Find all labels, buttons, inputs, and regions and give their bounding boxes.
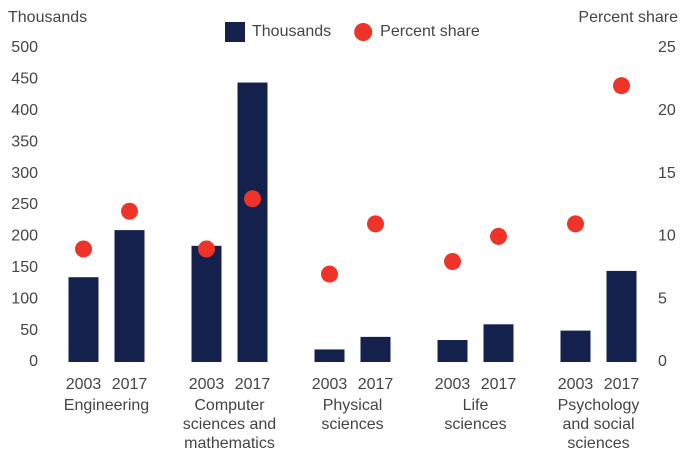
group-label: sciences bbox=[321, 416, 383, 433]
y-tick-label: 100 bbox=[11, 290, 38, 307]
group-label: sciences bbox=[567, 435, 629, 452]
x-tick-label: 2003 bbox=[435, 376, 471, 393]
group-label: Engineering bbox=[64, 397, 149, 414]
x-tick-label: 2017 bbox=[112, 376, 148, 393]
dot bbox=[321, 265, 338, 283]
group-label: mathematics bbox=[184, 435, 275, 452]
x-tick-label: 2003 bbox=[189, 376, 225, 393]
x-tick-label: 2017 bbox=[235, 376, 271, 393]
y-tick-label: 150 bbox=[11, 259, 38, 276]
y2-axis-title: Percent share bbox=[578, 9, 678, 26]
dot bbox=[613, 77, 630, 95]
dot bbox=[490, 227, 507, 245]
x-tick-label: 2003 bbox=[66, 376, 102, 393]
legend-label: Thousands bbox=[252, 23, 331, 40]
y-tick-label: 300 bbox=[11, 165, 38, 182]
legend-swatch bbox=[225, 22, 245, 42]
group-label: sciences and bbox=[183, 416, 276, 433]
y-tick-label: 450 bbox=[11, 71, 38, 88]
group-label: Psychology bbox=[558, 397, 640, 414]
dot bbox=[75, 240, 92, 258]
dot bbox=[198, 240, 215, 258]
y2-tick-label: 25 bbox=[658, 39, 676, 56]
bar bbox=[191, 245, 222, 362]
bar bbox=[314, 349, 345, 362]
dot bbox=[444, 253, 461, 271]
y2-tick-label: 20 bbox=[658, 102, 676, 119]
dot bbox=[244, 190, 261, 208]
y2-tick-label: 5 bbox=[658, 290, 667, 307]
bar bbox=[606, 270, 637, 362]
y-tick-label: 250 bbox=[11, 196, 38, 213]
group-label: Computer bbox=[194, 397, 265, 414]
x-tick-label: 2017 bbox=[481, 376, 517, 393]
dot bbox=[567, 215, 584, 233]
bar bbox=[68, 277, 99, 362]
group-label: and social bbox=[562, 416, 634, 433]
y-tick-label: 200 bbox=[11, 228, 38, 245]
group-label: Physical bbox=[323, 397, 383, 414]
y2-tick-label: 10 bbox=[658, 228, 676, 245]
x-tick-label: 2017 bbox=[604, 376, 640, 393]
dot bbox=[367, 215, 384, 233]
x-tick-label: 2003 bbox=[558, 376, 594, 393]
group-label: sciences bbox=[444, 416, 506, 433]
bar bbox=[237, 82, 268, 362]
x-tick-label: 2017 bbox=[358, 376, 394, 393]
x-tick-label: 2003 bbox=[312, 376, 348, 393]
y-tick-label: 500 bbox=[11, 39, 38, 56]
y2-tick-label: 0 bbox=[658, 353, 667, 370]
legend-label: Percent share bbox=[380, 23, 480, 40]
dot bbox=[121, 202, 138, 220]
group-label: Life bbox=[463, 397, 489, 414]
bar bbox=[483, 324, 514, 362]
bar bbox=[437, 340, 468, 362]
y2-tick-label: 15 bbox=[658, 165, 676, 182]
bar bbox=[560, 330, 591, 362]
y-tick-label: 0 bbox=[29, 353, 38, 370]
y-tick-label: 350 bbox=[11, 133, 38, 150]
y-axis-title: Thousands bbox=[8, 9, 87, 26]
y-tick-label: 400 bbox=[11, 102, 38, 119]
bar bbox=[360, 336, 391, 362]
y-tick-label: 50 bbox=[20, 322, 38, 339]
legend-swatch bbox=[354, 23, 373, 41]
bar bbox=[114, 230, 145, 362]
